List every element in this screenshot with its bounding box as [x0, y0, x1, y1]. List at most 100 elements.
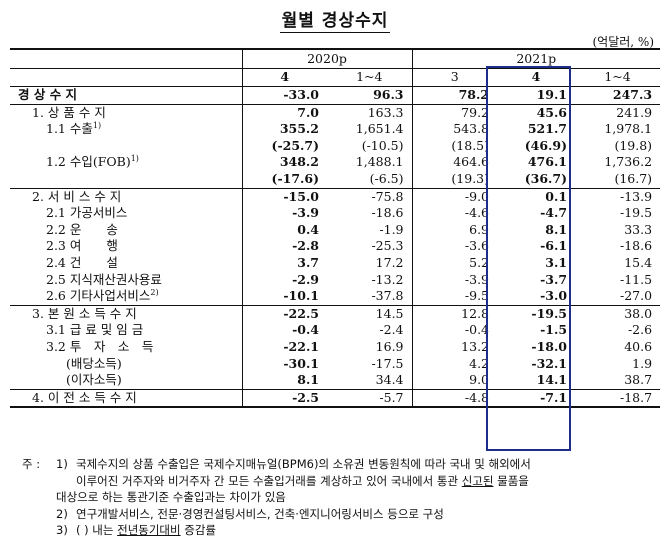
table-cell: 348.2 [241, 154, 327, 171]
table-cell: -3.7 [540, 271, 568, 287]
footnote-1-line-3: 대상으로 하는 통관기준 수출입과는 차이가 있음 [22, 489, 662, 506]
table-row: (-17.6) (-6.5) (19.3) (36.7) (16.7) [10, 170, 660, 189]
table-cell: (36.7) [524, 170, 568, 186]
footnotes: 주 : 1) 국제수지의 상품 수출입은 국제수지매뉴얼(BPM6)의 소유권 … [22, 456, 662, 539]
footnote-1-line-2: 이루어진 거주자와 비거주자 간 모든 수출입거래를 계상하고 있어 국내에서 … [22, 473, 662, 490]
table-cell: -13.9 [575, 187, 661, 206]
header-col-2020-4: 4 [241, 68, 327, 87]
page-title: 월별 경상수지 [279, 11, 391, 33]
table-cell: -2.5 [241, 388, 327, 409]
table-cell: 0.1 [497, 187, 576, 206]
table-cell: 38.7 [624, 372, 653, 388]
footnote-ref: 1) [92, 121, 102, 131]
footnote-3-pre: ( ) 내는 [76, 523, 118, 537]
row-label-text: 3. 본 원 소 득 수 지 [32, 305, 137, 321]
table-cell: 79.2 [411, 103, 498, 122]
table-cell: 13.2 [411, 338, 498, 356]
footnote-ref: 1) [130, 154, 139, 164]
row-label-text: (배당소득) [66, 355, 122, 371]
table-body: 경 상 수 지 -33.0 96.3 78.2 19.1 247.3 1. 상 품 수 지 7… [10, 86, 661, 409]
row-label [10, 138, 242, 155]
table-cell: 1,736.2 [604, 154, 653, 170]
footnote-1-text-b1: 이루어진 거주자와 비거주자 간 모든 수출입거래를 계상하고 있어 국내에서 … [76, 473, 462, 488]
footnote-1-text-a: 국제수지의 상품 수출입은 국제수지매뉴얼(BPM6)의 소유권 변동원칙에 따… [76, 457, 531, 471]
table-cell: 8.1 [241, 372, 327, 390]
table-cell: 12.8 [411, 304, 498, 323]
table-cell: 78.2 [411, 86, 498, 105]
header-col-2021-4: 4 [497, 68, 576, 87]
table-cell: 8.1 [545, 221, 568, 237]
row-label: 2. 서 비 스 수 지 [10, 187, 242, 206]
table-cell: 15.4 [624, 254, 653, 270]
header-year-2020: 2020p [241, 48, 413, 69]
table-cell: -9.5 [411, 288, 498, 306]
table-cell: 33.3 [624, 221, 653, 237]
table-cell: -5.7 [327, 388, 413, 409]
table-cell: 476.1 [527, 154, 568, 170]
table-cell: -3.0 [540, 288, 568, 304]
table-cell: -2.8 [241, 238, 327, 255]
table-cell: -9.0 [411, 187, 498, 206]
table-cell: (-25.7) [241, 137, 327, 155]
table-cell: 163.3 [327, 103, 413, 122]
row-label-text: 3.2 투 자 소 득 [46, 338, 154, 354]
header-col-2021-1-4: 1~4 [575, 68, 661, 87]
table-cell: -1.9 [379, 221, 404, 237]
table-cell: -1.5 [540, 322, 568, 338]
table-cell: (19.3) [411, 170, 498, 189]
table-cell: -33.0 [241, 86, 327, 105]
footnote-ref: 2) [150, 288, 159, 298]
table-cell: -18.6 [371, 205, 404, 221]
table-cell: -2.4 [379, 322, 404, 338]
table-cell: -75.8 [327, 187, 413, 206]
table-cell: 40.6 [624, 338, 653, 354]
table-cell: -18.6 [619, 238, 653, 254]
table-cell: 45.6 [497, 103, 576, 122]
row-label-text: 경 상 수 지 [18, 87, 78, 102]
footnote-spacer [22, 473, 56, 490]
table-cell: (16.7) [614, 170, 653, 186]
table-cell: -0.4 [411, 322, 498, 339]
header-period-row: 4 1~4 3 4 1~4 [10, 68, 661, 87]
table-cell: 247.3 [575, 86, 661, 105]
footnote-spacer [22, 522, 56, 539]
table-cell: -37.8 [371, 288, 404, 304]
table-cell: -13.2 [371, 271, 404, 287]
footnote-1-underlined: 신고된 [461, 473, 494, 488]
footnote-1-text-b: 이루어진 거주자와 비거주자 간 모든 수출입거래를 계상하고 있어 국내에서 … [76, 473, 662, 490]
table-cell: -15.0 [241, 187, 327, 206]
table-cell: -0.4 [241, 322, 327, 339]
table-row: 1. 상 품 수 지 7.0 163.3 79.2 45.6 241.9 [10, 103, 661, 122]
row-label-text: 1. 상 품 수 지 [32, 104, 106, 120]
unit-label: (억달러, %) [592, 35, 654, 49]
row-label-text: 2.1 가공서비스 [46, 205, 128, 221]
row-label-text: 2.2 운 송 [46, 221, 118, 237]
table-row: 2.6 기타사업서비스2) -10.1 -37.8 -9.5 -3.0 -27.0 [10, 288, 660, 306]
table-cell: -32.1 [531, 355, 568, 371]
table-cell: (-10.5) [361, 137, 404, 153]
table-row: 2. 서 비 스 수 지 -15.0 -75.8 -9.0 0.1 -13.9 [10, 187, 661, 206]
row-label: 2.4 건 설 [10, 255, 242, 272]
table-cell: -3.9 [411, 271, 498, 289]
table-cell: -4.6 [411, 205, 498, 222]
table-cell: -3.6 [411, 238, 498, 255]
table-cell: 241.9 [575, 103, 661, 122]
table-cell: 0.4 [241, 221, 327, 239]
footnote-1: 주 : 1) 국제수지의 상품 수출입은 국제수지매뉴얼(BPM6)의 소유권 … [22, 456, 662, 473]
row-label: 4. 이 전 소 득 수 지 [10, 388, 242, 409]
row-label-text: (이자소득) [66, 372, 122, 388]
table-cell: 3.7 [241, 254, 327, 272]
table-cell: -7.1 [497, 388, 576, 409]
table-row: 1.2 수입(FOB)1) 348.2 1,488.1 464.6 476.1 1,736… [10, 154, 660, 171]
table-cell: -18.7 [575, 388, 661, 409]
table-cell: -17.5 [371, 355, 404, 371]
footnote-3-number: 3) [56, 523, 68, 537]
header-col-2020-1-4: 1~4 [327, 68, 413, 87]
footnote-1-number: 1) [56, 457, 68, 471]
row-label: 경 상 수 지 [10, 86, 242, 105]
table-cell: -6.1 [540, 238, 568, 254]
table-cell: 17.2 [375, 254, 404, 270]
row-label: 1.2 수입(FOB)1) [10, 154, 242, 171]
table-cell: 19.1 [497, 86, 576, 105]
current-account-table: 2020p 2021p 4 1~4 3 4 1~4 경 상 수 지 -33.0 96… [10, 48, 661, 409]
